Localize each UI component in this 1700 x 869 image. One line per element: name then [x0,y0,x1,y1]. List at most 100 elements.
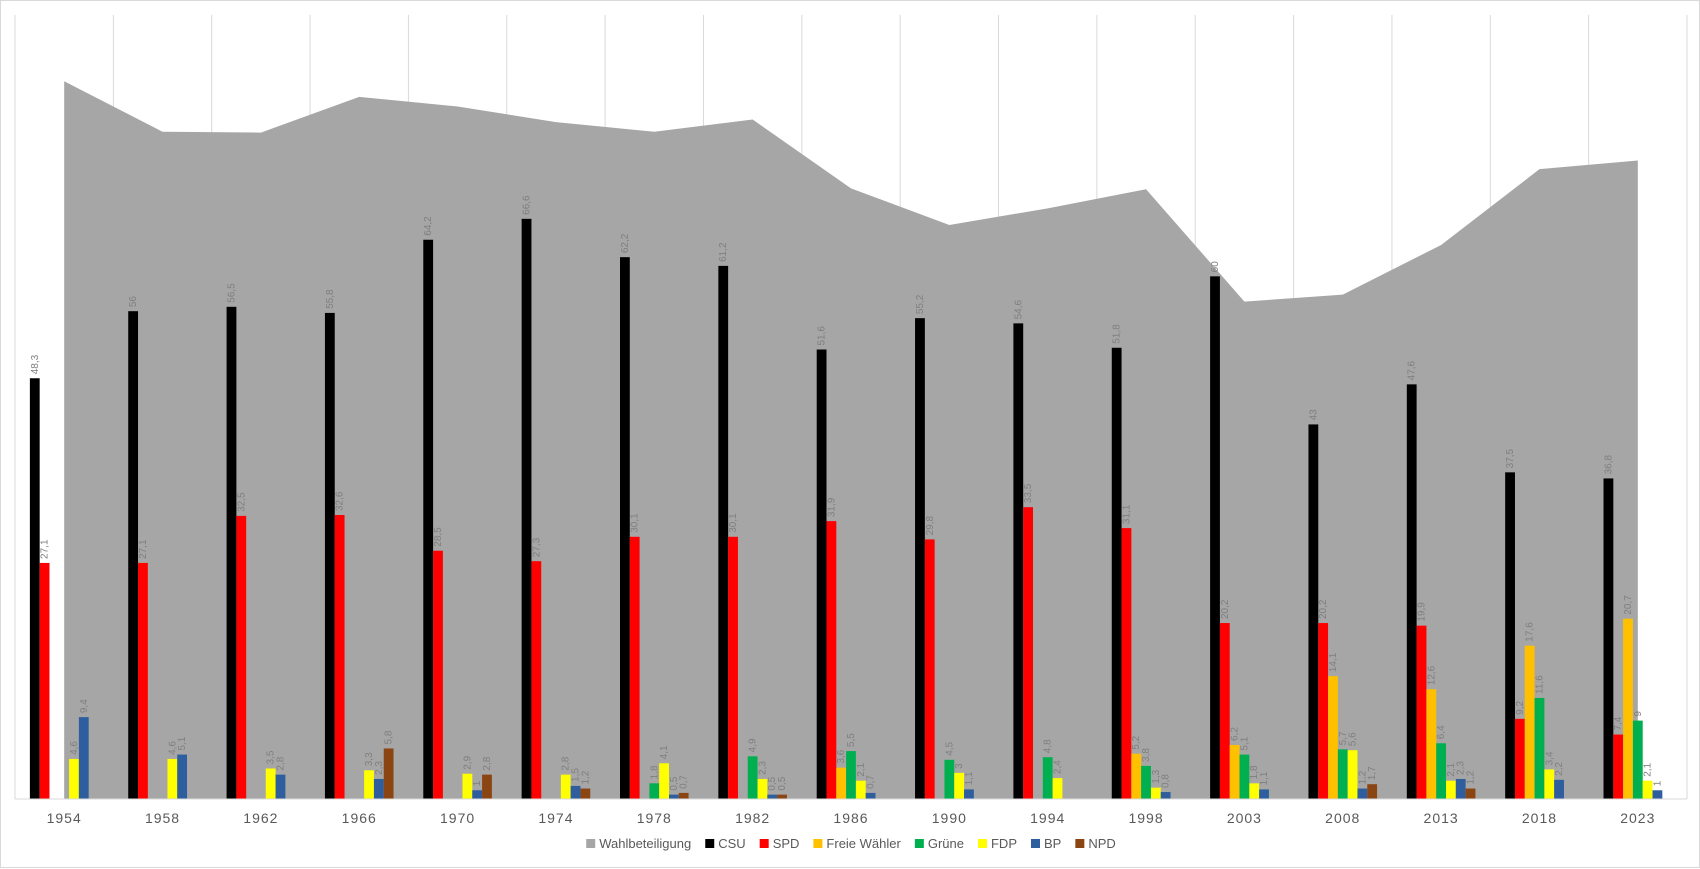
data-label-spd-1962: 32,5 [236,492,247,512]
data-label-bp-1974: 1,5 [571,768,582,782]
bar-spd-2003 [1219,623,1230,799]
data-label-grune-1990: 4,5 [944,741,955,755]
x-tick-label-1962: 1962 [243,810,278,826]
data-label-freie-wahler-2003: 6,2 [1230,727,1241,741]
legend-swatch-spd [759,839,769,848]
bar-fdp-2003 [1249,783,1260,799]
legend-swatch-npd [1075,839,1085,848]
bars-layer [29,218,1663,800]
bar-fdp-2008 [1347,750,1358,799]
bar-freie-wahler-2023 [1623,618,1633,799]
data-label-csu-1954: 48,3 [30,354,41,374]
bar-bp-2013 [1455,778,1466,799]
bar-csu-1978 [619,257,630,799]
bar-grune-2023 [1632,720,1643,799]
bar-bp-2008 [1357,788,1368,799]
x-tick-label-1994: 1994 [1030,810,1065,826]
data-label-csu-1978: 62,2 [620,233,631,253]
legend-swatch-fdp [977,839,987,848]
data-label-fdp-1986: 2,1 [856,762,867,776]
x-tick-label-2003: 2003 [1227,810,1262,826]
bar-csu-2018 [1505,472,1515,799]
data-label-bp-1966: 2,3 [374,761,385,775]
bar-grune-2003 [1239,754,1250,799]
data-label-spd-2023: 7,4 [1613,716,1624,730]
legend: Wahlbeteiligung CSU SPD Freie Wähler Grüne FD… [586,836,1116,851]
data-label-fdp-2008: 5,6 [1348,732,1359,746]
bar-grune-1998 [1141,765,1151,799]
data-label-freie-wahler-1986: 3,6 [836,749,847,763]
legend-label-spd: SPD [773,836,800,851]
bar-npd-2008 [1367,784,1378,799]
data-label-csu-1958: 56 [128,296,139,308]
bar-spd-1990 [924,539,935,799]
bar-fdp-1990 [954,772,965,799]
bar-bp-2003 [1259,789,1269,799]
data-label-fdp-1954: 4,6 [69,741,80,755]
bar-freie-wahler-2003 [1229,744,1240,799]
data-label-fdp-1982: 2,3 [757,761,768,775]
bar-fdp-2018 [1544,769,1555,799]
data-labels-layer: 48,3 56 56,5 55,8 64,2 66,6 62,2 61,2 51,6 55,2 54… [30,195,1664,791]
data-label-grune-1978: 1,8 [649,765,660,779]
bar-csu-1958 [128,311,139,799]
data-label-bp-1954: 9,4 [79,699,90,713]
bar-csu-1970 [423,239,434,799]
bar-fdp-1998 [1150,787,1161,799]
x-tick-label-2013: 2013 [1424,810,1459,826]
data-label-csu-1990: 55,2 [915,294,926,314]
data-label-spd-1958: 27,1 [138,539,149,559]
bar-csu-1994 [1013,323,1024,799]
x-tick-label-1970: 1970 [440,810,475,826]
data-label-fdp-1998: 1,3 [1151,769,1162,783]
x-tick-label-1998: 1998 [1128,810,1163,826]
bar-fdp-1962 [265,768,276,799]
bar-spd-1974 [531,561,542,799]
data-label-npd-2008: 1,7 [1367,766,1378,780]
bar-bp-1982 [767,794,778,799]
bar-freie-wahler-2018 [1524,645,1535,799]
bar-freie-wahler-2013 [1426,689,1437,799]
bar-grune-1982 [747,756,758,799]
data-label-bp-1982: 0,5 [767,776,778,790]
bar-spd-1982 [728,536,738,799]
x-tick-label-1990: 1990 [932,810,967,826]
bar-fdp-2013 [1446,780,1456,799]
x-tick-label-1974: 1974 [538,810,573,826]
x-tick-label-1958: 1958 [145,810,180,826]
data-label-bp-1958: 5,1 [177,736,188,750]
bar-bp-1954 [78,717,89,799]
data-label-bp-2018: 2,2 [1554,761,1565,775]
bar-npd-1974 [580,788,591,799]
area-wahlbeteiligung [64,81,1638,799]
legend-label-fdp: FDP [991,836,1017,851]
data-label-bp-2008: 1,2 [1357,770,1368,784]
data-label-npd-1982: 0,5 [777,776,788,790]
bar-fdp-1958 [167,758,178,799]
data-label-freie-wahler-2023: 20,7 [1623,595,1634,615]
data-label-fdp-2003: 1,8 [1249,765,1260,779]
bar-fdp-1954 [69,758,79,799]
bar-spd-1986 [826,521,837,799]
bar-fdp-1970 [462,773,473,799]
data-label-spd-1966: 32,6 [335,491,346,511]
data-label-csu-1966: 55,8 [325,289,336,309]
data-label-spd-1978: 30,1 [630,513,641,533]
x-tick-label-1982: 1982 [735,810,770,826]
data-label-spd-1990: 29,8 [925,516,936,536]
bar-csu-1998 [1111,347,1122,799]
bar-fdp-1974 [560,774,571,799]
data-label-fdp-1958: 4,6 [167,741,178,755]
bar-spd-2013 [1416,625,1427,799]
data-label-fdp-1962: 3,5 [266,750,277,764]
bar-spd-1998 [1121,528,1132,799]
data-label-fdp-1978: 4,1 [659,745,670,759]
bar-bp-2023 [1652,790,1663,799]
bar-npd-1966 [383,748,394,799]
data-label-fdp-2018: 3,4 [1544,751,1555,765]
data-label-csu-1994: 54,6 [1013,299,1024,319]
data-label-freie-wahler-2008: 14,1 [1328,652,1339,672]
data-label-fdp-1966: 3,3 [364,752,375,766]
bar-bp-1990 [964,789,974,799]
